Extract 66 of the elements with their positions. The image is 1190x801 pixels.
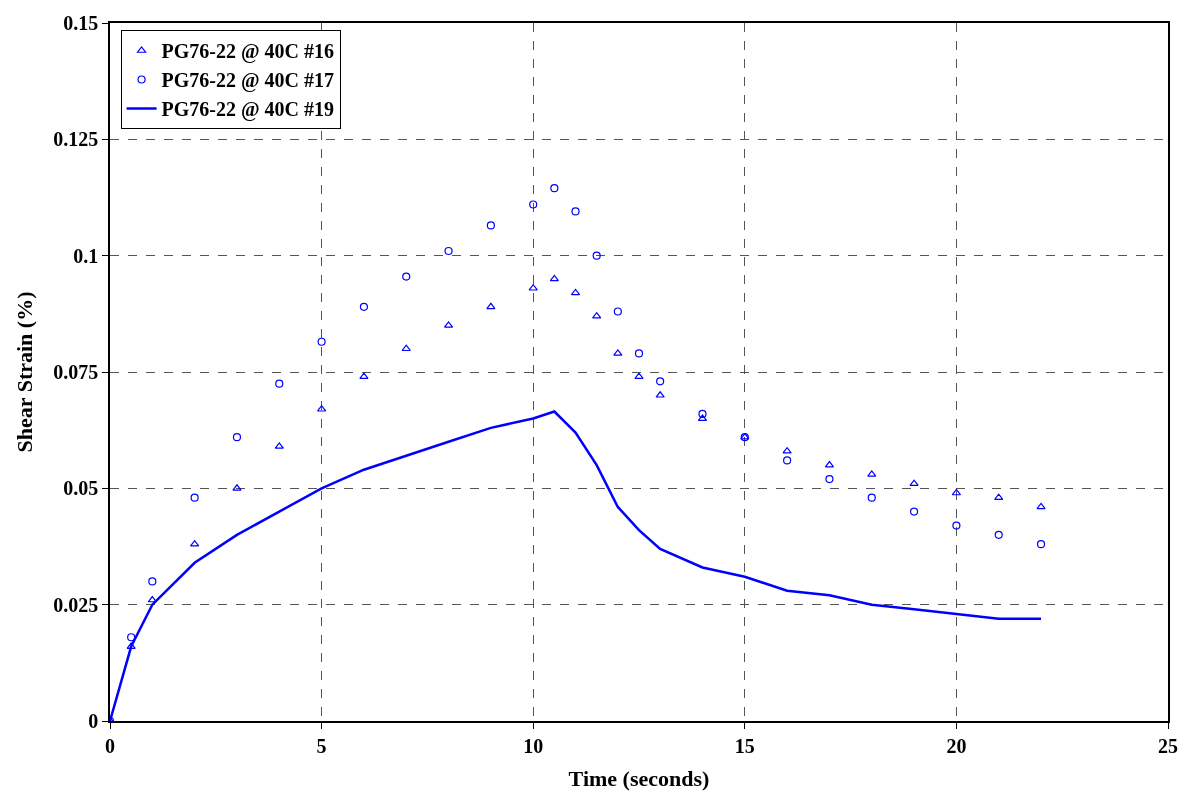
point [232,433,242,442]
point [909,479,919,487]
x-tick-label: 25 [1158,734,1178,757]
y-tick-label: 0.05 [63,477,99,500]
point [359,302,369,311]
point [613,349,623,356]
y-tick-label: 0.025 [53,593,99,616]
point [486,302,496,310]
x-tick-label: 10 [523,734,544,757]
point [994,530,1003,539]
point [232,484,242,491]
point [782,447,792,454]
point [655,391,665,398]
point [824,460,835,468]
point [909,507,919,516]
point [529,200,538,209]
point [994,493,1004,500]
point [317,337,326,346]
point [634,349,644,358]
point [147,595,157,603]
y-tick-label: 0.075 [53,361,99,383]
point [592,251,601,260]
point [528,284,538,291]
point [550,184,559,193]
point [401,344,411,352]
point [656,377,665,386]
x-tick-label: 5 [316,734,327,757]
point [1036,502,1046,510]
legend-label: PG76-22 @ 40C #16 [161,40,335,64]
x-tick-label: 0 [105,734,115,757]
point [698,409,707,418]
point [274,442,284,449]
x-tick-label: 20 [946,734,967,757]
point [444,246,453,256]
point [825,474,834,484]
x-axis-title: Time (seconds) [568,766,710,792]
point [359,372,369,379]
y-tick-label: 0 [88,710,99,732]
point [549,274,559,282]
y-axis-title: Shear Strain (%) [11,291,37,453]
point [951,488,962,496]
point [402,272,411,281]
legend-label: PG76-22 @ 40C #17 [161,69,335,93]
point [127,633,136,642]
point [486,221,495,230]
point [190,493,199,502]
y-tick-label: 0.125 [53,128,99,151]
point [867,493,876,502]
legend-label: PG76-22 @ 40C #19 [161,98,335,122]
point [1036,540,1046,549]
point [275,379,284,388]
x-tick-label: 15 [734,734,755,757]
point [634,372,644,379]
point [867,470,877,477]
point [126,642,136,649]
point [571,207,580,216]
y-tick-label: 0.1 [73,244,99,267]
point [148,577,157,586]
point [190,540,200,547]
point [592,312,602,319]
point [613,307,622,316]
point [952,521,961,530]
point [570,288,581,296]
y-tick-label: 0.15 [63,12,99,34]
line-series [110,410,1043,721]
point [783,456,792,465]
